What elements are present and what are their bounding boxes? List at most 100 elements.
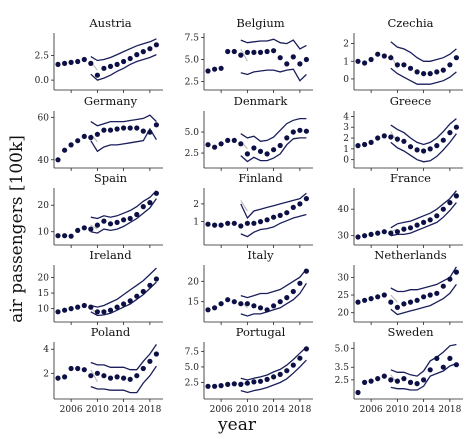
- data-point: [375, 135, 381, 141]
- data-point: [401, 376, 407, 382]
- panel-title-netherlands: Netherlands: [374, 248, 447, 262]
- data-point: [375, 51, 381, 57]
- lower-bound-line: [390, 133, 457, 163]
- y-tick-label: 5.0: [185, 56, 200, 66]
- data-point: [231, 299, 237, 305]
- y-tick-label: 15: [188, 298, 200, 308]
- data-point: [107, 375, 114, 381]
- data-point: [68, 59, 74, 65]
- data-point: [368, 231, 374, 237]
- data-point: [297, 61, 303, 67]
- data-point: [231, 220, 237, 226]
- lower-bound-line: [390, 362, 457, 391]
- data-point: [257, 219, 264, 225]
- y-tick-label: 20: [38, 273, 50, 283]
- data-point: [407, 379, 414, 385]
- data-point: [362, 60, 368, 66]
- y-tick-label: 1: [193, 218, 199, 228]
- data-point: [303, 268, 309, 274]
- data-point: [121, 375, 127, 381]
- data-point: [244, 151, 250, 157]
- upper-bound-line: [390, 118, 457, 146]
- data-point: [212, 383, 218, 389]
- panel-title-spain: Spain: [94, 171, 128, 185]
- data-point: [421, 294, 427, 300]
- y-tick-label: 3: [343, 123, 349, 133]
- data-point: [251, 379, 257, 385]
- panel-spain: Spain 10 20: [38, 171, 163, 248]
- data-point: [107, 63, 114, 69]
- lower-bound-line: [390, 284, 457, 316]
- data-point: [388, 55, 394, 61]
- data-point: [238, 223, 244, 229]
- data-point: [440, 67, 446, 73]
- x-tick-label: 2014: [262, 405, 285, 415]
- panel-title-finland: Finland: [238, 171, 283, 185]
- data-point: [127, 376, 133, 382]
- upper-bound-line: [90, 344, 157, 371]
- data-point: [290, 362, 296, 368]
- data-point: [401, 301, 407, 307]
- data-point: [375, 230, 381, 236]
- upper-bound-line: [240, 117, 307, 142]
- data-point: [114, 219, 120, 225]
- data-point: [355, 299, 361, 305]
- panel-czechia: Czechia 0 1 2: [343, 16, 463, 93]
- data-point: [421, 71, 427, 77]
- data-point: [75, 58, 81, 65]
- data-point: [212, 305, 218, 311]
- panel-title-greece: Greece: [390, 94, 432, 108]
- data-point: [75, 365, 81, 372]
- data-point: [147, 358, 153, 364]
- data-point: [127, 298, 133, 304]
- data-point: [251, 303, 257, 309]
- data-point: [134, 293, 140, 299]
- y-tick-label: 2.5: [185, 149, 200, 159]
- data-point: [55, 157, 61, 163]
- y-tick-label: 10: [38, 305, 50, 315]
- data-point: [218, 65, 224, 71]
- panel-title-italy: Italy: [247, 248, 274, 262]
- data-point: [231, 48, 237, 55]
- data-point: [244, 380, 250, 386]
- panel-netherlands: Netherlands 20 25 30: [338, 248, 463, 325]
- data-point: [218, 141, 224, 147]
- data-point: [427, 217, 433, 223]
- data-point: [121, 301, 127, 307]
- data-point: [284, 135, 290, 141]
- data-point: [447, 130, 453, 136]
- data-point: [434, 290, 440, 296]
- data-point: [238, 301, 244, 307]
- data-point: [375, 376, 381, 382]
- data-point: [355, 234, 361, 240]
- data-point: [251, 220, 257, 226]
- data-point: [394, 378, 400, 384]
- data-point: [407, 225, 414, 231]
- panel-austria: Austria 0.0 2.5: [35, 16, 163, 93]
- data-point: [277, 212, 283, 218]
- data-point: [264, 217, 270, 223]
- y-tick-label: 10: [38, 228, 50, 238]
- lower-bound-line: [240, 137, 307, 163]
- data-point: [297, 280, 303, 286]
- data-point: [231, 137, 237, 143]
- data-point: [153, 351, 159, 357]
- data-point: [94, 222, 100, 228]
- data-point: [251, 49, 257, 56]
- upper-bound-line: [390, 190, 457, 229]
- gray-reference-line: [90, 224, 98, 230]
- data-point: [427, 292, 433, 298]
- data-point: [257, 305, 264, 311]
- y-tick-label: 20: [338, 309, 350, 319]
- data-point: [114, 374, 120, 380]
- data-point: [107, 127, 114, 133]
- data-point: [447, 62, 453, 68]
- lower-bound-line: [240, 213, 307, 238]
- data-point: [368, 56, 374, 63]
- data-point: [453, 193, 459, 199]
- data-point: [140, 49, 146, 55]
- data-point: [134, 125, 140, 131]
- upper-bound-line: [90, 190, 157, 220]
- data-point: [290, 288, 296, 295]
- data-point: [244, 301, 250, 307]
